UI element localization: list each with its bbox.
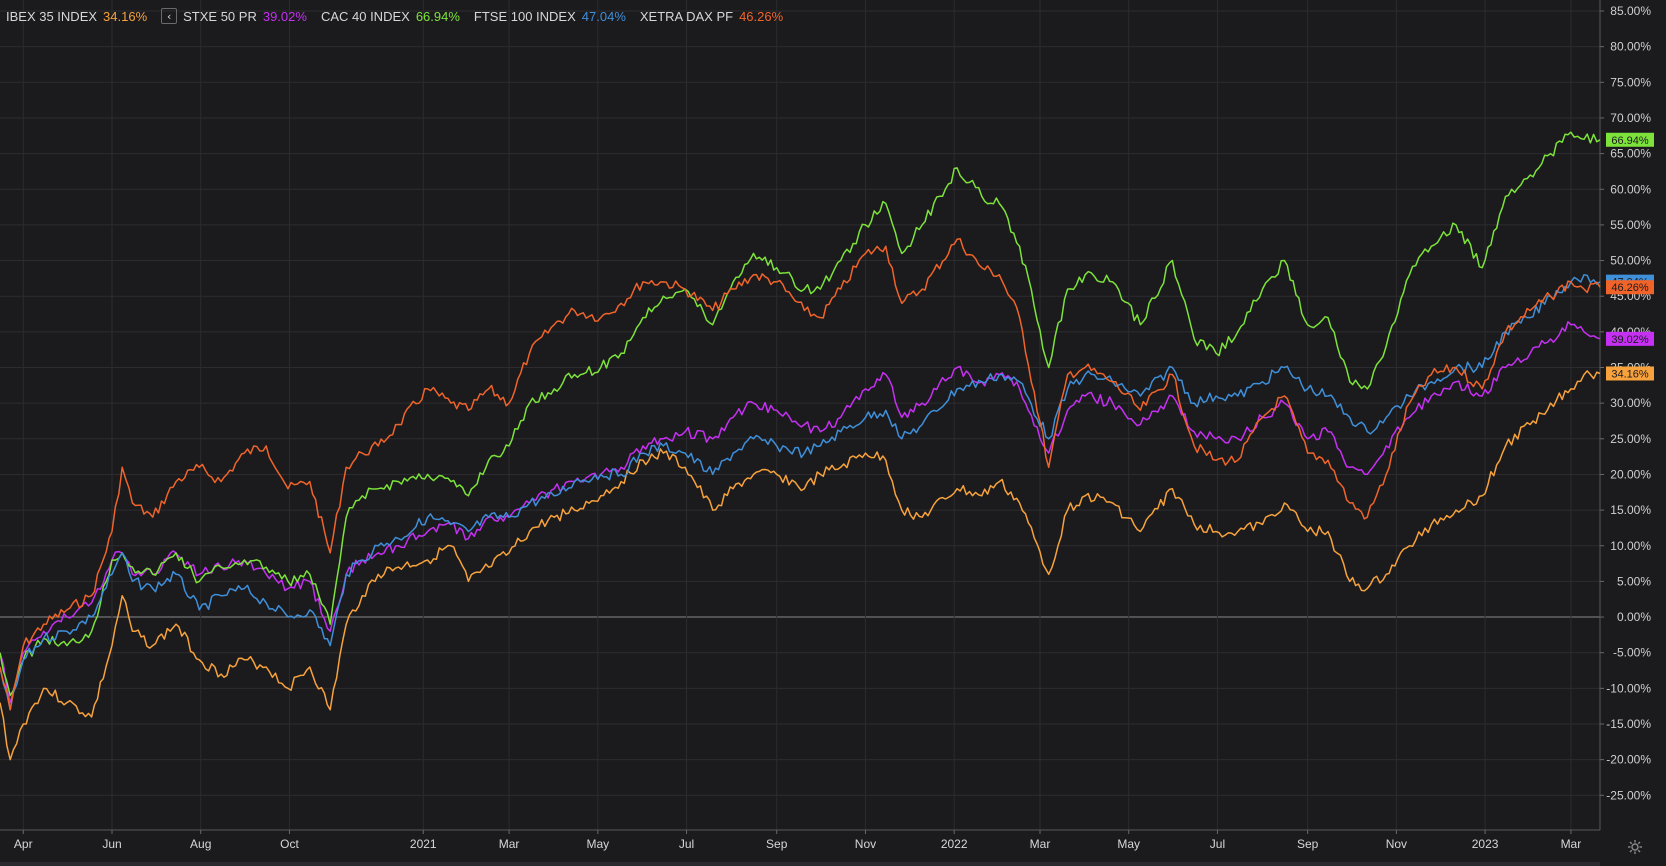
last-value-text: 34.16% [1611, 368, 1649, 380]
legend-item-stxe[interactable]: STXE 50 PR 39.02% [183, 9, 307, 24]
y-tick-label: 30.00% [1610, 396, 1651, 410]
x-tick-label: May [586, 837, 609, 851]
x-tick-label: 2023 [1472, 837, 1499, 851]
legend-name: CAC 40 INDEX [320, 8, 410, 24]
y-tick-label: -5.00% [1613, 646, 1651, 660]
x-tick-label: 2021 [410, 837, 437, 851]
x-tick-label: Jul [679, 837, 694, 851]
y-tick-label: 65.00% [1610, 147, 1651, 161]
x-tick-label: Oct [280, 837, 299, 851]
y-tick-label: -25.00% [1606, 788, 1651, 802]
last-value-text: 46.26% [1611, 282, 1649, 294]
series-line-3[interactable] [0, 274, 1601, 711]
x-tick-label: Apr [14, 837, 33, 851]
x-tick-label: Mar [1030, 837, 1051, 851]
y-tick-label: -15.00% [1606, 717, 1651, 731]
last-value-badge [1606, 132, 1654, 147]
y-tick-label: 55.00% [1610, 218, 1651, 232]
y-tick-label: -20.00% [1606, 753, 1651, 767]
legend-item-ftse[interactable]: FTSE 100 INDEX 47.04% [474, 9, 626, 24]
timeline-scrollbar[interactable] [0, 862, 1600, 866]
legend-name: XETRA DAX PF [639, 8, 734, 24]
legend-item-ibex[interactable]: IBEX 35 INDEX 34.16% [6, 9, 147, 24]
x-tick-label: Sep [1297, 837, 1319, 851]
legend-value: 46.26% [739, 8, 784, 24]
y-tick-label: 5.00% [1617, 574, 1651, 588]
chart-legend: IBEX 35 INDEX 34.16% ‹ STXE 50 PR 39.02%… [6, 6, 797, 26]
legend-name: FTSE 100 INDEX [473, 8, 576, 24]
x-tick-label: Mar [499, 837, 520, 851]
legend-item-dax[interactable]: XETRA DAX PF 46.26% [640, 9, 783, 24]
legend-value: 34.16% [103, 8, 148, 24]
last-value-labels: 34.16%39.02%66.94%47.04%46.26% [1606, 132, 1654, 381]
legend-value: 39.02% [262, 8, 307, 24]
last-value-text: 39.02% [1611, 334, 1649, 346]
axes: 85.00% 80.00% 75.00% 70.00% 65.00% 60.00% 55.0… [0, 0, 1651, 851]
legend-value: 47.04% [581, 8, 626, 24]
x-tick-label: Nov [1386, 837, 1407, 851]
y-tick-label: 25.00% [1610, 432, 1651, 446]
x-tick-label: Aug [190, 837, 211, 851]
x-tick-label: Mar [1561, 837, 1582, 851]
last-value-badge [1606, 366, 1654, 381]
last-value-badge [1606, 331, 1654, 346]
x-tick-label: May [1117, 837, 1140, 851]
y-tick-label: 10.00% [1610, 539, 1651, 553]
x-tick-label: Nov [855, 837, 876, 851]
last-value-badge [1606, 280, 1654, 295]
y-tick-label: 15.00% [1610, 503, 1651, 517]
legend-name: STXE 50 PR [183, 8, 257, 24]
y-tick-label: 20.00% [1610, 467, 1651, 481]
series-line-1[interactable] [0, 321, 1601, 704]
y-tick-label: 75.00% [1610, 75, 1651, 89]
series-line-0[interactable] [0, 370, 1601, 761]
y-tick-label: 85.00% [1610, 4, 1651, 18]
y-tick-label: 70.00% [1610, 111, 1651, 125]
y-tick-label: 50.00% [1610, 254, 1651, 268]
y-tick-label: 0.00% [1617, 610, 1651, 624]
series-lines [0, 131, 1601, 761]
series-line-4[interactable] [0, 237, 1601, 711]
y-tick-label: -10.00% [1606, 681, 1651, 695]
x-tick-label: Jun [102, 837, 121, 851]
x-tick-label: Sep [766, 837, 788, 851]
gear-icon [1628, 840, 1642, 854]
legend-item-cac[interactable]: CAC 40 INDEX 66.94% [321, 9, 460, 24]
y-tick-label: 60.00% [1610, 182, 1651, 196]
x-tick-label: 2022 [941, 837, 968, 851]
grid-lines [0, 0, 1600, 830]
legend-value: 66.94% [415, 8, 460, 24]
y-tick-label: 80.00% [1610, 40, 1651, 54]
chart-settings-button[interactable] [1622, 836, 1648, 858]
last-value-text: 66.94% [1611, 135, 1649, 147]
chevron-left-icon[interactable]: ‹ [161, 8, 178, 24]
legend-name: IBEX 35 INDEX [6, 8, 98, 24]
series-line-2[interactable] [0, 131, 1601, 697]
x-tick-label: Jul [1210, 837, 1225, 851]
